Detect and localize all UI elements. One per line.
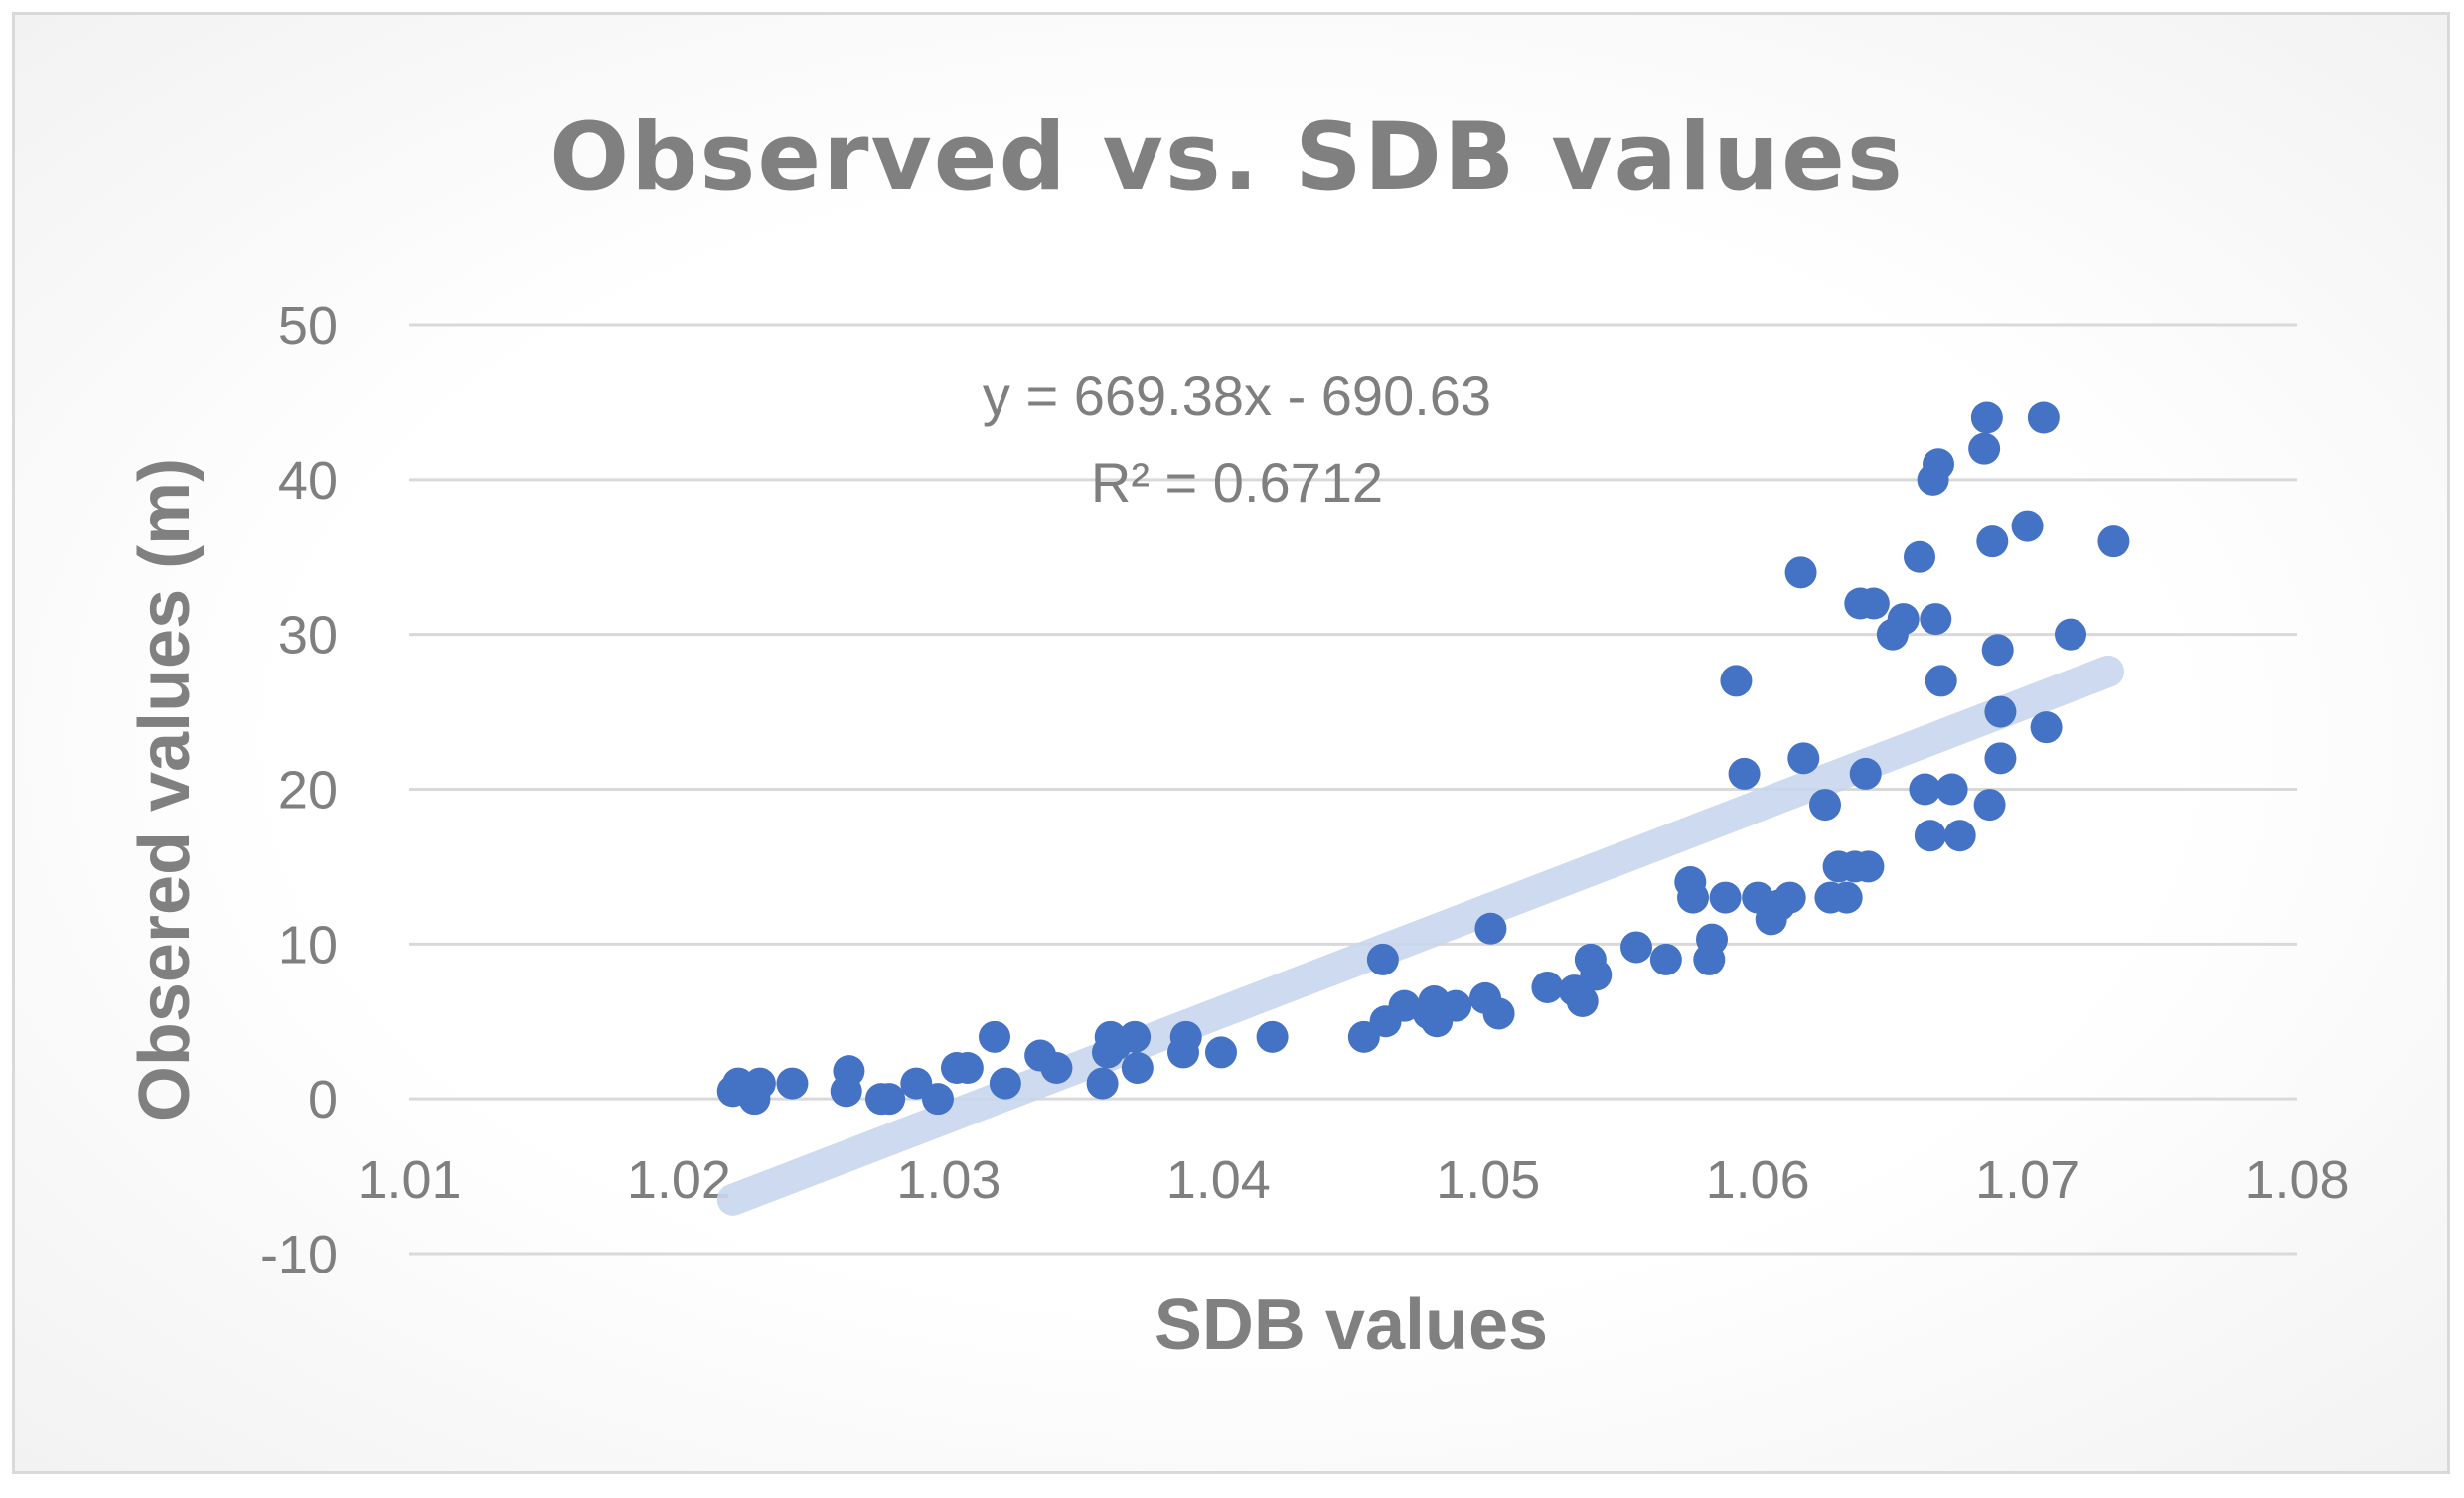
x-tick-label: 1.03 (896, 1150, 1001, 1210)
data-point (2011, 510, 2044, 542)
y-axis-title: Obsered values (m) (125, 458, 205, 1122)
data-point (1040, 1052, 1073, 1084)
data-point (1696, 923, 1728, 956)
data-point (1973, 789, 2006, 822)
x-tick-label: 1.06 (1706, 1150, 1810, 1210)
data-point (989, 1067, 1021, 1100)
data-point (1904, 540, 1935, 573)
data-point (1649, 943, 1682, 975)
data-point (1474, 912, 1507, 945)
data-point (1773, 881, 1806, 914)
data-point (1784, 556, 1817, 589)
data-point (1677, 881, 1709, 914)
data-point (1728, 757, 1761, 790)
data-point (1121, 1052, 1154, 1084)
y-tick-label: 40 (278, 451, 338, 511)
trendline (716, 655, 2124, 1216)
data-point (1709, 881, 1742, 914)
data-point (1388, 989, 1421, 1022)
data-point (743, 1067, 776, 1100)
trendline-r2: R² = 0.6712 (1091, 451, 1383, 514)
data-point (833, 1055, 865, 1088)
data-point (2055, 618, 2086, 651)
data-point (1984, 742, 2017, 775)
data-point (1909, 773, 1941, 806)
x-tick-label: 1.05 (1436, 1150, 1540, 1210)
trendline-equation: y = 669.38x - 690.63 (983, 365, 1491, 427)
data-point (1720, 665, 1753, 697)
x-axis-title: SDB values (1155, 1285, 1548, 1365)
data-point (2027, 401, 2060, 434)
data-point (1809, 789, 1841, 822)
data-point (776, 1067, 809, 1100)
data-point (1482, 997, 1515, 1030)
data-point (1205, 1036, 1237, 1069)
data-point (1256, 1020, 1289, 1053)
x-tick-label: 1.01 (357, 1150, 461, 1210)
data-point (1849, 757, 1882, 790)
data-point (1620, 931, 1652, 964)
y-tick-label: 20 (278, 761, 338, 821)
data-point (1920, 603, 1952, 636)
y-tick-label: 0 (308, 1070, 338, 1129)
data-point (1830, 881, 1863, 914)
data-point (922, 1083, 954, 1116)
y-tick-label: 30 (278, 606, 338, 666)
data-point (873, 1083, 906, 1116)
x-tick-label: 1.07 (1975, 1150, 2079, 1210)
data-point (1984, 695, 2017, 728)
data-point (2097, 525, 2130, 558)
data-point (1366, 943, 1399, 975)
data-point (1169, 1020, 1202, 1053)
data-point (1852, 850, 1885, 883)
data-point (1787, 742, 1820, 775)
data-point (1531, 971, 1564, 1003)
data-point (1923, 448, 1954, 481)
x-tick-label: 1.04 (1166, 1150, 1271, 1210)
data-point (1914, 820, 1946, 852)
data-point (1580, 959, 1613, 991)
chart-area (12, 12, 2450, 1474)
data-point (1086, 1067, 1119, 1100)
data-point (1976, 525, 2009, 558)
x-axis-ticks: 1.01 1.02 1.03 1.04 1.05 1.06 1.07 1.08 (357, 1150, 2349, 1210)
x-tick-label: 1.02 (627, 1150, 731, 1210)
chart-title: Observed vs. SDB values (549, 103, 1905, 212)
x-tick-label: 1.08 (2244, 1150, 2349, 1210)
data-point (1943, 820, 1976, 852)
data-point (1440, 989, 1472, 1022)
y-tick-label: 10 (278, 915, 338, 974)
data-point (2030, 711, 2063, 744)
data-point (951, 1052, 984, 1084)
data-point (1968, 432, 2001, 465)
data-points (716, 401, 2130, 1116)
data-point (1119, 1020, 1152, 1053)
data-point (1935, 773, 1968, 806)
data-point (1981, 634, 2014, 667)
y-axis-ticks: -10 0 10 20 30 40 50 (260, 296, 338, 1284)
data-point (1887, 603, 1920, 636)
y-tick-label: -10 (260, 1225, 338, 1284)
data-point (1566, 984, 1599, 1017)
data-point (1970, 401, 2003, 434)
data-point (1925, 665, 1957, 697)
data-point (979, 1020, 1010, 1053)
data-point (1857, 587, 1890, 620)
y-tick-label: 50 (278, 296, 338, 356)
